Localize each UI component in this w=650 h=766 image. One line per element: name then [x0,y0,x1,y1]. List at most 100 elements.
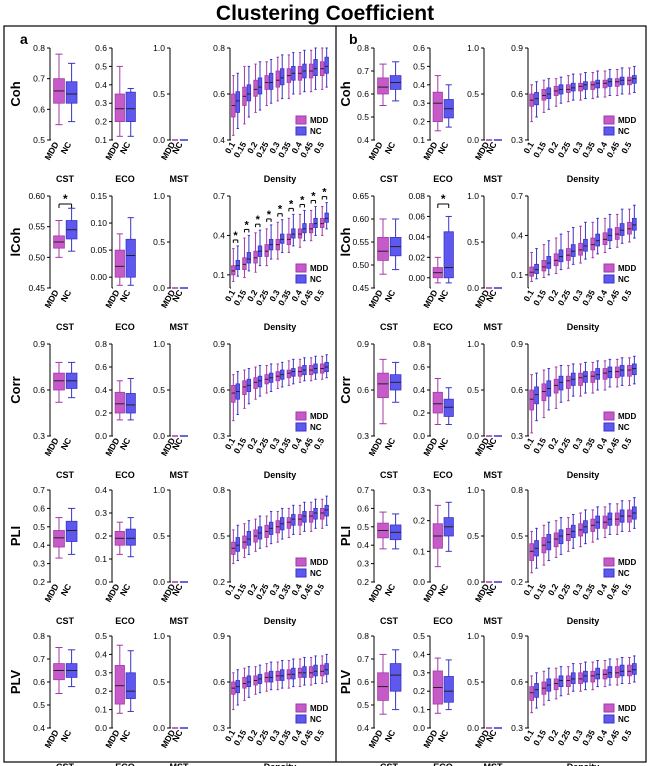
b-Coh-CST-tick-label-4: 0.8 [357,43,369,53]
b-lCoh-density-7-nc-box [619,223,625,236]
a-PLV-ECO-tick-label-0: 0.0 [95,723,107,733]
panel-label-a: a [20,31,28,47]
a-Coh-legend-nc-swatch [295,126,307,136]
b-PLV-ECO-tick-label-4: 0.4 [413,649,425,659]
b-PLV-CST-tick-label-1: 0.5 [357,700,369,710]
a-Coh-ECO-tick-label-3: 0.4 [95,80,107,90]
a-PLV-density-8-nc-box [324,663,329,675]
b-PLI-CST-unit-label: CST [380,616,399,626]
b-Coh-density-5-nc-box [595,79,601,89]
a-lCoh-density-6-mdd-box [297,228,303,239]
b-lCoh-ECO-unit-label: ECO [433,322,453,332]
b-PLV-CST-nc-box [389,663,402,692]
a-lCoh-density-0-mdd-box [231,265,236,276]
a-PLI-ECO-group-nc: NC [118,582,133,598]
a-lCoh-density-2-sig-star: * [256,214,261,226]
b-Corr-CST-unit-label: CST [380,470,399,480]
a-lCoh-density-2-mdd-box [253,250,258,264]
b-Corr-CST-tick-label-0: 0.3 [357,431,369,441]
a-Corr-density-tick-8: 0.5 [312,436,327,451]
a-lCoh-MST-tick-label-2: 1.0 [153,191,165,201]
b-Corr-ECO-tick-label-4: 0.8 [413,339,425,349]
b-PLI-legend-mdd-swatch [603,557,615,567]
a-PLI-legend-nc-label: NC [310,569,322,578]
b-Coh-density-8-mdd-box [627,76,632,86]
b-PLV-ECO-group-nc: NC [436,728,451,744]
a-lCoh-density-4-nc-box [280,233,285,244]
b-PLV-legend-mdd-swatch [603,703,615,713]
b-Corr-density-tick-label-2: 0.9 [511,339,523,349]
a-PLI-legend-mdd-label: MDD [310,558,328,567]
b-Corr-ECO-mdd-box [432,391,443,414]
b-Coh-MST-tick-label-2: 1.0 [467,43,479,53]
a-Coh-MST-tick-label-2: 1.0 [153,43,165,53]
a-PLV-ECO-mdd-box [114,665,125,705]
a-PLI-CST-group-nc: NC [59,582,74,598]
a-PLV-MST-tick-label-1: 0.5 [153,677,165,687]
b-PLV-density-2-mdd-box [553,678,559,691]
a-Corr-density-tick-label-2: 0.9 [213,339,225,349]
a-PLI-ECO-tick-label-4: 0.4 [95,485,107,495]
b-lCoh-CST-group-nc: NC [383,288,398,304]
a-lCoh-density-7-nc-box [313,217,318,228]
b-Coh-ECO-mdd-box [432,91,443,123]
b-Corr-density-7-nc-box [619,365,625,377]
b-lCoh-density-7-mdd-box [614,227,620,240]
b-Corr-density-tick-label-0: 0.3 [511,431,523,441]
b-PLI-density-tick-label-0: 0.2 [511,577,523,587]
b-PLV-CST-group-nc: NC [383,728,398,744]
b-lCoh-ECO-tick-label-1: 0.02 [408,252,425,262]
b-Corr-ECO-tick-label-0: 0.0 [413,431,425,441]
a-Corr-density-2-mdd-box [253,377,258,389]
b-PLI-density-2-mdd-box [553,532,559,548]
b-Coh-density-4-mdd-box [578,82,583,92]
b-PLV-density-5-nc-box [595,667,601,680]
a-PLI-density-6-nc-box [302,511,307,523]
a-Coh-MST-tick-label-0: 0.0 [153,135,165,145]
a-PLV-MST-unit-label: MST [170,762,190,766]
a-lCoh-density-3-sig-star: * [267,209,272,221]
b-Coh-MST-tick-label-0: 0.0 [467,135,479,145]
b-PLV-density-8-mdd-box [627,664,632,677]
a-Coh-density-2-nc-box [257,77,263,95]
a-PLI-ECO-unit-label: ECO [115,616,135,626]
b-lCoh-MST-tick-label-2: 1.0 [467,191,479,201]
a-lCoh-MST-unit-label: MST [170,322,190,332]
a-PLV-density-7-nc-box [313,664,318,677]
b-PLV-density-tick-8: 0.5 [619,728,634,743]
b-lCoh-density-3-mdd-box [565,248,571,261]
a-Corr-CST-tick-label-1: 0.6 [33,385,45,395]
b-PLV-density-4-nc-box [583,670,588,683]
b-Coh-CST-tick-label-2: 0.6 [357,89,369,99]
b-lCoh-density-tick-8: 0.5 [619,288,634,303]
b-Corr-density-0-nc-box [534,386,539,405]
a-Corr-MST-tick-label-1: 0.5 [153,385,165,395]
b-PLI-density-axis-label: Density [567,616,600,626]
b-PLV-MST-tick-label-2: 1.0 [467,631,479,641]
b-Corr-density-4-nc-box [583,371,588,383]
a-lCoh-density-1-mdd-box [242,257,247,270]
b-lCoh-density-5-mdd-box [590,237,596,251]
a-lCoh-density-tick-label-0: 0.1 [213,270,225,280]
a-lCoh-metric-label: lCoh [8,228,23,257]
b-PLI-MST-tick-label-0: 0.0 [467,577,479,587]
b-Coh-legend-nc-swatch [603,126,615,136]
b-PLI-CST-tick-label-5: 0.7 [357,485,369,495]
a-lCoh-CST-tick-label-1: 0.50 [28,252,45,262]
a-Corr-ECO-unit-label: ECO [115,470,135,480]
b-PLV-ECO-tick-label-1: 0.1 [413,705,425,715]
a-Corr-legend-nc-label: NC [310,423,322,432]
b-Corr-ECO-nc-box [443,398,454,417]
a-PLI-CST-tick-label-2: 0.4 [33,540,45,550]
b-PLV-density-axis-label: Density [567,762,600,766]
a-Corr-ECO-tick-label-1: 0.2 [95,408,107,418]
b-lCoh-CST-tick-label-0: 0.45 [352,283,369,293]
a-lCoh-density-6-nc-box [302,223,307,234]
a-PLV-density-7-mdd-box [308,666,314,678]
b-lCoh-density-1-mdd-box [541,259,547,272]
b-PLV-CST-tick-label-4: 0.8 [357,631,369,641]
a-lCoh-density-3-mdd-box [264,244,269,257]
b-PLI-ECO-tick-label-1: 0.1 [413,546,425,556]
a-PLV-ECO-tick-label-1: 0.1 [95,705,107,715]
b-PLI-CST-group-nc: NC [383,582,398,598]
